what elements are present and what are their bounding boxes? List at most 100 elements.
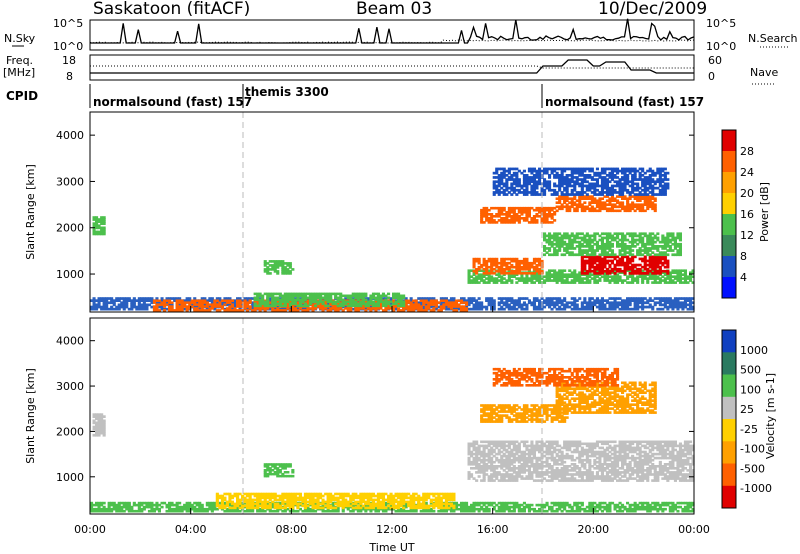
power-cell <box>286 296 290 300</box>
velocity-cell <box>223 501 227 505</box>
velocity-cell <box>155 503 159 507</box>
power-cell <box>583 174 587 177</box>
power-cell <box>570 191 574 194</box>
power-cell <box>427 307 431 310</box>
power-cell <box>505 219 509 222</box>
power-cell <box>351 298 355 302</box>
velocity-cell <box>336 507 340 511</box>
power-cell <box>449 297 453 300</box>
power-cell <box>585 174 589 177</box>
power-cell <box>658 269 662 273</box>
power-cell <box>366 304 370 308</box>
power-cell <box>220 305 224 308</box>
power-cell <box>163 303 167 306</box>
power-cell <box>689 275 693 278</box>
velocity-cell <box>173 503 177 507</box>
power-cell <box>371 296 375 300</box>
power-cell <box>600 257 604 261</box>
power-colorbar-swatch <box>722 172 736 194</box>
power-cell <box>517 188 521 192</box>
power-cell <box>241 309 245 312</box>
velocity-cell <box>505 507 509 511</box>
velocity-cell <box>538 509 542 513</box>
velocity-cell <box>145 505 149 509</box>
power-cell <box>487 299 491 302</box>
velocity-cell <box>512 501 516 505</box>
power-cell <box>656 307 660 311</box>
power-cell <box>598 197 602 200</box>
power-cell <box>500 186 504 190</box>
power-cell <box>553 279 557 282</box>
power-cell <box>168 303 172 307</box>
power-cell <box>545 273 549 276</box>
power-cell <box>560 269 564 272</box>
power-cell <box>349 302 353 306</box>
velocity-cell <box>399 507 403 511</box>
power-cell <box>631 255 635 259</box>
power-cell <box>480 217 484 220</box>
power-cell <box>580 205 584 209</box>
power-cell <box>195 305 199 309</box>
power-cell <box>298 300 302 304</box>
power-cell <box>97 230 101 234</box>
power-cell <box>115 307 119 311</box>
power-cell <box>588 182 592 186</box>
power-cell <box>590 305 594 309</box>
power-cell <box>651 205 655 209</box>
power-cell <box>298 294 302 298</box>
power-cell <box>356 309 360 312</box>
power-cell <box>651 272 655 275</box>
power-cell <box>465 301 469 304</box>
power-cell <box>475 277 479 280</box>
power-cell <box>626 281 630 284</box>
velocity-cell <box>142 501 146 505</box>
power-cell <box>525 217 529 220</box>
power-cell <box>590 261 594 265</box>
power-cell <box>573 271 577 274</box>
power-colorbar-swatch <box>722 214 736 236</box>
power-cell <box>553 176 557 179</box>
power-cell <box>351 294 355 298</box>
power-cell <box>369 298 373 302</box>
velocity-cell <box>112 505 116 509</box>
power-cell <box>510 307 514 311</box>
power-cell <box>434 301 438 304</box>
power-cell <box>213 305 217 308</box>
power-cell <box>195 301 199 305</box>
velocity-cell <box>140 509 144 513</box>
power-cell <box>643 193 647 196</box>
power-cell <box>510 257 514 261</box>
velocity-cell <box>251 509 255 513</box>
power-cell <box>548 167 552 171</box>
power-cell <box>570 251 574 254</box>
power-cell <box>580 232 584 236</box>
power-cell <box>510 211 514 214</box>
power-cell <box>125 297 129 300</box>
velocity-cell <box>168 505 172 509</box>
nave-tick-bottom: 0 <box>708 70 715 83</box>
power-cell <box>588 201 592 204</box>
power-cell <box>155 309 159 312</box>
power-cell <box>510 279 514 282</box>
velocity-cell <box>147 509 151 513</box>
power-cell <box>610 279 614 282</box>
power-cell <box>543 275 547 278</box>
power-cell <box>404 299 408 302</box>
power-cell <box>626 301 630 305</box>
velocity-cell <box>218 501 222 505</box>
power-cell <box>598 299 602 302</box>
power-cell <box>553 271 557 274</box>
power-cell <box>626 205 630 209</box>
power-cell <box>548 176 552 179</box>
power-cell <box>326 292 330 296</box>
velocity-cell <box>462 509 466 513</box>
power-cell <box>646 299 650 302</box>
velocity-cell <box>331 503 335 507</box>
power-cell <box>314 307 318 310</box>
power-cell <box>633 245 637 248</box>
power-cell <box>543 169 547 173</box>
power-cell <box>424 303 428 307</box>
power-cell <box>658 299 662 302</box>
power-cell <box>502 206 506 210</box>
